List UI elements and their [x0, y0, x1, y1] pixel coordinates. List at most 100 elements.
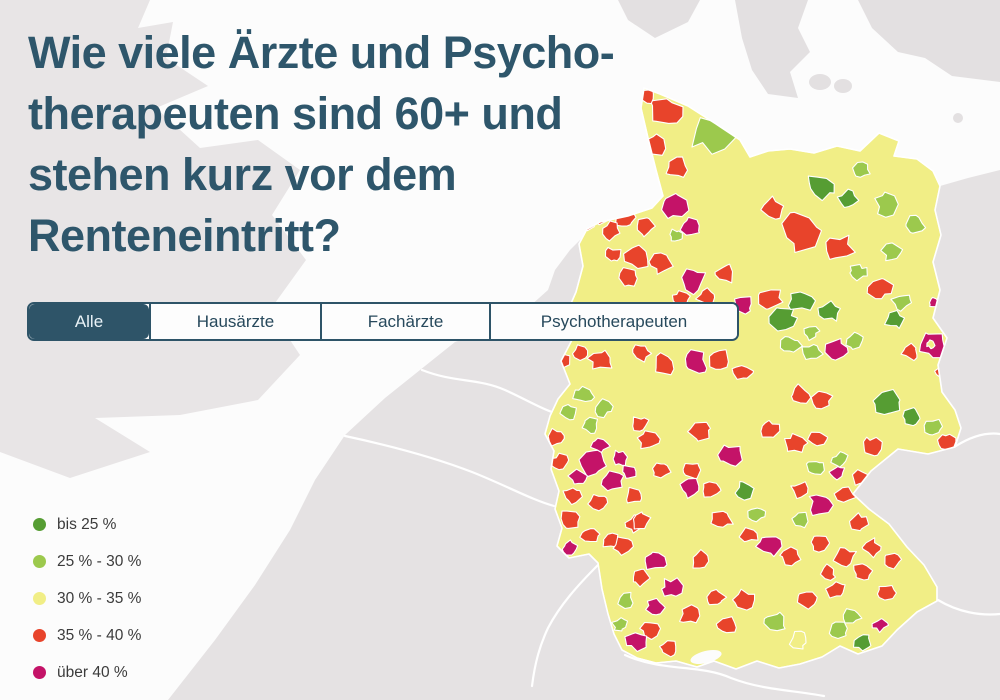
district-shape[interactable] [824, 337, 849, 361]
district-shape[interactable] [661, 192, 690, 220]
district-shape[interactable] [661, 577, 684, 597]
district-shape[interactable] [708, 349, 729, 370]
district-shape[interactable] [801, 343, 824, 361]
district-shape[interactable] [611, 617, 629, 632]
district-shape[interactable] [632, 344, 653, 363]
district-shape[interactable] [807, 175, 835, 202]
district-shape[interactable] [636, 430, 661, 450]
district-shape[interactable] [679, 477, 700, 499]
district-shape[interactable] [714, 263, 734, 284]
district-shape[interactable] [655, 352, 675, 376]
district-shape[interactable] [848, 512, 870, 532]
district-shape[interactable] [587, 493, 609, 512]
district-shape[interactable] [572, 385, 596, 403]
district-shape[interactable] [636, 217, 656, 238]
district-shape[interactable] [624, 632, 648, 653]
district-shape[interactable] [579, 528, 601, 543]
district-shape[interactable] [681, 268, 707, 296]
district-shape[interactable] [805, 461, 825, 475]
district-shape[interactable] [578, 449, 607, 478]
district-shape[interactable] [796, 591, 818, 610]
district-shape[interactable] [706, 588, 728, 606]
district-shape[interactable] [747, 507, 767, 523]
district-shape[interactable] [836, 188, 860, 209]
district-shape[interactable] [687, 421, 712, 442]
district-shape[interactable] [828, 466, 846, 481]
district-shape[interactable] [658, 640, 677, 658]
district-shape[interactable] [604, 246, 622, 262]
district-shape[interactable] [849, 263, 868, 282]
district-shape[interactable] [779, 336, 803, 353]
district-shape[interactable] [612, 449, 629, 468]
district-shape[interactable] [884, 552, 903, 570]
district-shape[interactable] [586, 349, 613, 370]
district-shape[interactable] [684, 349, 708, 374]
district-shape[interactable] [567, 468, 588, 485]
district-shape[interactable] [600, 470, 625, 492]
district-shape[interactable] [763, 611, 786, 632]
district-shape[interactable] [810, 390, 834, 410]
district-shape[interactable] [715, 616, 737, 634]
district-shape[interactable] [832, 547, 858, 568]
district-shape[interactable] [547, 427, 565, 447]
district-shape[interactable] [833, 486, 857, 503]
district-shape[interactable] [825, 234, 856, 260]
district-shape[interactable] [644, 551, 668, 571]
district-shape[interactable] [602, 220, 621, 242]
district-shape[interactable] [617, 591, 634, 610]
district-shape[interactable] [830, 451, 849, 468]
district-shape[interactable] [817, 300, 841, 322]
district-shape[interactable] [757, 289, 784, 310]
district-shape[interactable] [926, 339, 936, 350]
district-shape[interactable] [581, 416, 599, 435]
district-shape[interactable] [874, 191, 899, 218]
district-shape[interactable] [808, 494, 834, 517]
district-shape[interactable] [612, 536, 634, 556]
district-shape[interactable] [884, 309, 906, 329]
tab-fachärzte[interactable]: Fachärzte [320, 304, 489, 339]
district-shape[interactable] [648, 252, 674, 275]
district-shape[interactable] [669, 228, 683, 242]
district-shape[interactable] [866, 278, 895, 300]
district-shape[interactable] [779, 546, 802, 567]
district-shape[interactable] [900, 342, 918, 362]
district-shape[interactable] [768, 307, 799, 332]
district-shape[interactable] [760, 195, 785, 220]
district-shape[interactable] [645, 597, 666, 616]
district-shape[interactable] [790, 383, 812, 404]
district-shape[interactable] [807, 431, 829, 447]
district-shape[interactable] [902, 407, 921, 427]
district-shape[interactable] [861, 537, 882, 559]
district-shape[interactable] [559, 403, 577, 421]
district-shape[interactable] [819, 563, 837, 581]
district-shape[interactable] [626, 486, 643, 504]
district-shape[interactable] [787, 291, 817, 311]
district-shape[interactable] [571, 344, 589, 362]
district-shape[interactable] [692, 549, 710, 569]
district-shape[interactable] [781, 211, 823, 254]
district-shape[interactable] [589, 437, 611, 454]
district-shape[interactable] [623, 244, 649, 270]
district-shape[interactable] [791, 511, 809, 529]
district-shape[interactable] [650, 98, 684, 124]
tab-hausärzte[interactable]: Hausärzte [149, 304, 320, 339]
district-shape[interactable] [561, 539, 579, 556]
district-shape[interactable] [824, 581, 846, 599]
district-shape[interactable] [872, 388, 901, 416]
district-shape[interactable] [803, 325, 821, 342]
district-shape[interactable] [665, 156, 689, 178]
tab-psychotherapeuten[interactable]: Psychotherapeuten [489, 304, 737, 339]
district-shape[interactable] [760, 419, 781, 438]
district-shape[interactable] [880, 242, 904, 262]
district-shape[interactable] [788, 630, 807, 650]
district-shape[interactable] [622, 464, 637, 479]
district-shape[interactable] [731, 588, 756, 611]
district-shape[interactable] [852, 161, 871, 178]
district-shape[interactable] [717, 444, 743, 467]
district-shape[interactable] [702, 481, 722, 498]
district-shape[interactable] [755, 536, 783, 558]
district-shape[interactable] [632, 416, 650, 432]
district-shape[interactable] [845, 331, 864, 350]
district-shape[interactable] [862, 436, 883, 457]
district-shape[interactable] [784, 432, 809, 453]
